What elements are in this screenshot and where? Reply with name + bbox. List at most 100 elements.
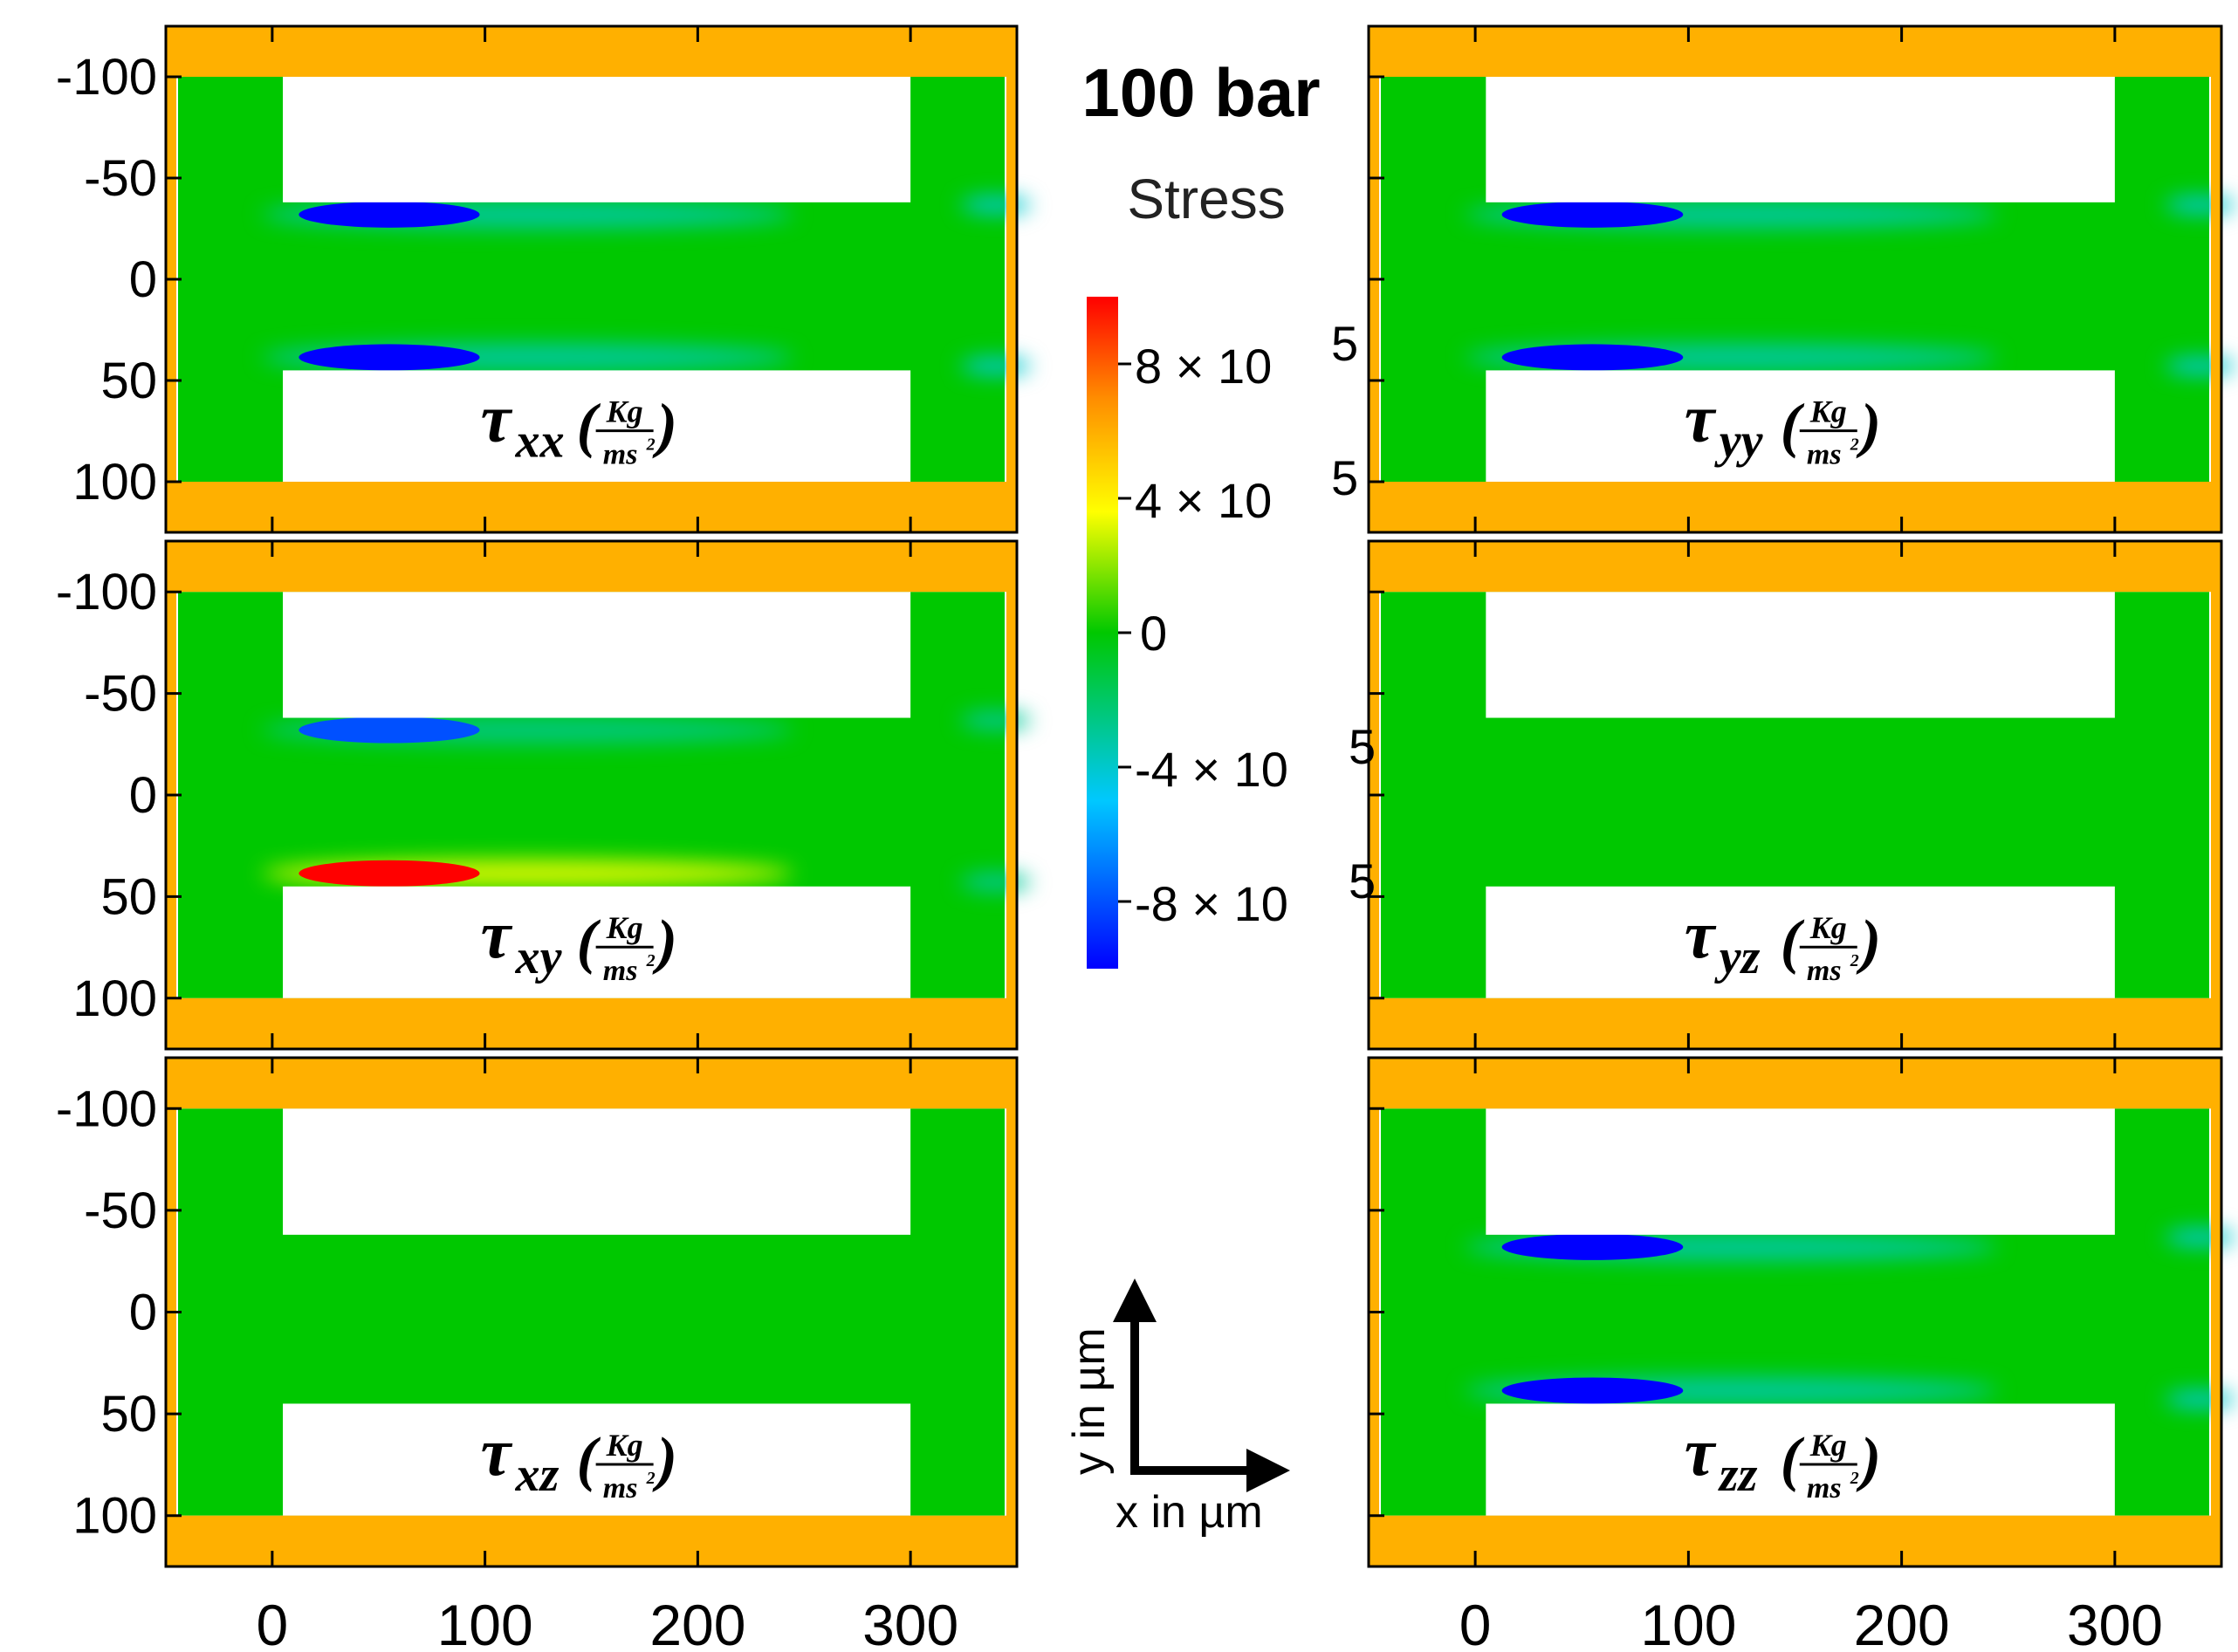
tau-symbol: τ bbox=[1685, 896, 1717, 972]
unit-denominator: ms bbox=[1807, 955, 1842, 987]
colorbar-tick: 0 bbox=[1118, 606, 1167, 661]
x-tick-label: 0 bbox=[1459, 1593, 1492, 1652]
wall-bottom bbox=[1369, 997, 2221, 1049]
y-tick-label: 0 bbox=[129, 1285, 157, 1341]
x-arrow-icon bbox=[1246, 1449, 1290, 1492]
tau-subscript: xx bbox=[515, 415, 565, 469]
unit-power: 2 bbox=[646, 1469, 656, 1488]
tau-subscript: yz bbox=[1714, 930, 1761, 984]
solid-block-top bbox=[1486, 77, 2115, 202]
tau-symbol: τ bbox=[1685, 1414, 1717, 1490]
colorbar-tick: -8 × 10 5 bbox=[1118, 853, 1376, 931]
solid-block-bottom bbox=[1486, 1403, 2115, 1516]
y-tick-label: -50 bbox=[84, 1182, 157, 1239]
colorbar-tick-exponent: 5 bbox=[1331, 316, 1358, 371]
solid-block-bottom bbox=[1486, 370, 2115, 482]
tau-symbol: τ bbox=[481, 1414, 513, 1490]
unit-numerator: Kg bbox=[1809, 1428, 1847, 1463]
unit-power: 2 bbox=[1850, 1469, 1859, 1488]
solid-block-bottom bbox=[283, 370, 911, 482]
stress-outlet-bottom bbox=[2165, 357, 2235, 375]
y-tick-label: -100 bbox=[56, 564, 157, 620]
y-tick-label: 100 bbox=[72, 970, 157, 1027]
wall-right bbox=[1006, 1058, 1017, 1566]
wall-right bbox=[2211, 26, 2221, 532]
wall-top bbox=[1369, 541, 2221, 593]
stress-peak-top bbox=[299, 716, 480, 744]
unit-numerator: Kg bbox=[606, 394, 643, 429]
wall-right bbox=[2211, 1058, 2221, 1566]
wall-right bbox=[1006, 26, 1017, 532]
solid-block-top bbox=[283, 592, 911, 718]
stress-outlet-top bbox=[2165, 195, 2235, 214]
wall-right bbox=[1006, 541, 1017, 1049]
unit-denominator: ms bbox=[603, 955, 638, 987]
x-tick-label: 0 bbox=[257, 1593, 289, 1652]
wall-bottom bbox=[166, 482, 1017, 532]
colorbar bbox=[1087, 297, 1118, 969]
tau-subscript: xy bbox=[515, 930, 563, 984]
colorbar-tick-label: 8 × 10 bbox=[1135, 339, 1272, 394]
colorbar-tick: -4 × 10 5 bbox=[1118, 719, 1376, 797]
colorbar-tick-exponent: 5 bbox=[1331, 450, 1358, 505]
y-axis-label: y in µm bbox=[1064, 1327, 1115, 1475]
tau-symbol: τ bbox=[481, 380, 513, 456]
unit-denominator: ms bbox=[1807, 1472, 1842, 1505]
axes-legend: x in µm y in µm bbox=[1064, 1278, 1290, 1538]
solid-block-top bbox=[283, 77, 911, 202]
y-tick-label: -50 bbox=[84, 666, 157, 723]
y-tick-label: 100 bbox=[72, 454, 157, 511]
y-tick-label: -100 bbox=[56, 1080, 157, 1137]
stress-outlet-top bbox=[960, 195, 1031, 214]
tau-subscript: yy bbox=[1714, 415, 1764, 469]
stress-outlet-top bbox=[2165, 1228, 2235, 1246]
wall-top bbox=[166, 26, 1017, 77]
stress-peak-top bbox=[1501, 201, 1684, 228]
solid-block-top bbox=[1486, 1108, 2115, 1235]
x-tick-label: 300 bbox=[862, 1593, 958, 1652]
tau-symbol: τ bbox=[1685, 380, 1717, 456]
solid-block-top bbox=[1486, 592, 2115, 718]
y-tick-label: 50 bbox=[100, 868, 157, 925]
y-tick-label: 50 bbox=[100, 353, 157, 409]
unit-numerator: Kg bbox=[1809, 910, 1847, 945]
colorbar-tick: 8 × 10 5 bbox=[1118, 316, 1358, 394]
unit-power: 2 bbox=[1850, 951, 1859, 970]
y-tick-label: -50 bbox=[84, 150, 157, 207]
solid-block-bottom bbox=[1486, 886, 2115, 998]
y-tick-label: -100 bbox=[56, 49, 157, 106]
wall-top bbox=[166, 541, 1017, 593]
stress-outlet-top bbox=[960, 711, 1031, 730]
colorbar-tick-label: 4 × 10 bbox=[1135, 473, 1272, 528]
colorbar-label: Stress bbox=[1127, 168, 1285, 230]
stress-peak-bottom bbox=[299, 344, 480, 371]
unit-denominator: ms bbox=[1807, 439, 1842, 471]
colorbar-tick-label: -8 × 10 bbox=[1135, 876, 1288, 931]
solid-block-bottom bbox=[283, 886, 911, 998]
tau-symbol: τ bbox=[481, 896, 513, 972]
unit-denominator: ms bbox=[603, 1472, 638, 1505]
y-tick-label: 0 bbox=[129, 251, 157, 308]
solid-block-bottom bbox=[283, 1403, 911, 1516]
colorbar-tick-exponent: 5 bbox=[1349, 853, 1376, 908]
stress-peak-bottom bbox=[299, 860, 480, 887]
solid-block-top bbox=[283, 1108, 911, 1235]
unit-power: 2 bbox=[646, 951, 656, 970]
unit-power: 2 bbox=[646, 435, 656, 455]
colorbar-tick-label: 0 bbox=[1140, 606, 1167, 661]
colorbar-tick: 4 × 10 5 bbox=[1118, 450, 1358, 528]
wall-bottom bbox=[166, 1515, 1017, 1566]
stress-peak-bottom bbox=[1501, 1377, 1684, 1404]
tau-subscript: xz bbox=[515, 1448, 560, 1502]
stress-peak-top bbox=[299, 201, 480, 228]
wall-bottom bbox=[1369, 1515, 2221, 1566]
x-tick-label: 100 bbox=[437, 1593, 533, 1652]
